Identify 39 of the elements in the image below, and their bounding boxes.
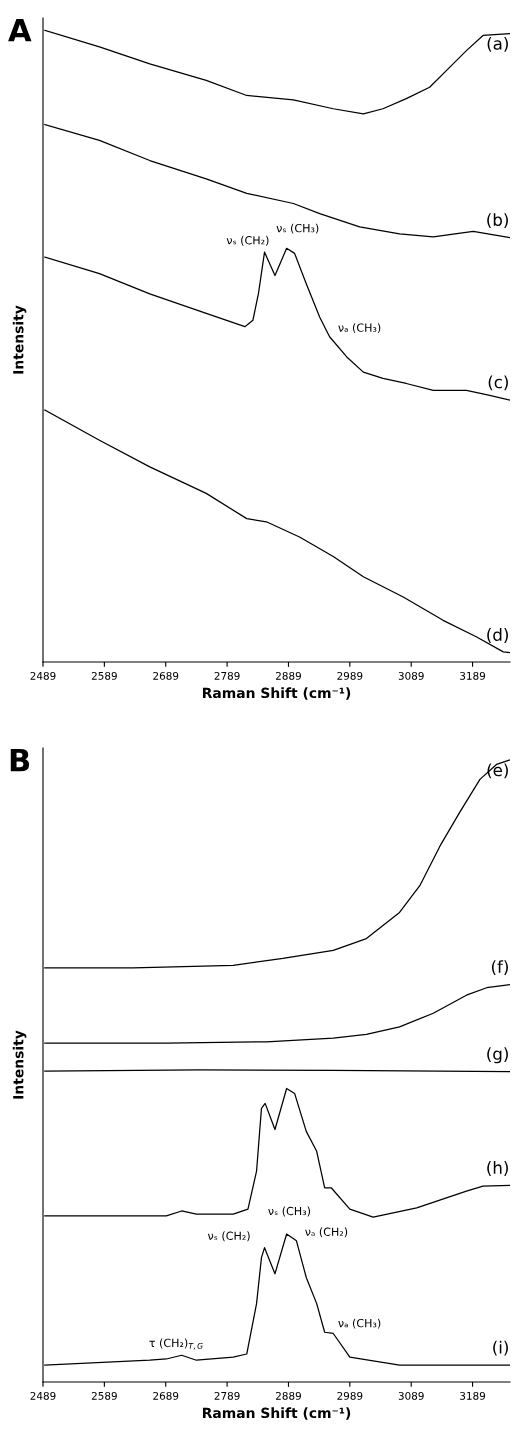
x-tick-label: 2489: [30, 1391, 56, 1400]
series-label: (e): [487, 763, 508, 779]
series-label: (a): [487, 36, 508, 52]
y-axis-title: Intensity: [12, 1030, 27, 1099]
series-label: (b): [487, 213, 508, 228]
series-label: (g): [487, 1047, 508, 1064]
x-tick-label: 3089: [398, 671, 424, 680]
annotation: νₐ (CH₂): [305, 1227, 348, 1238]
annotation: νₛ (CH₂): [226, 235, 269, 246]
annotation: νₛ (CH₃): [268, 1206, 311, 1217]
series-label: (h): [487, 1161, 508, 1176]
x-tick-label: 2989: [337, 1391, 363, 1400]
annotation: νₛ (CH₂): [207, 1231, 250, 1242]
annotation: τ (CH₂)$_{T,G}$: [149, 1338, 203, 1350]
y-axis-title: Intensity: [12, 305, 27, 374]
series-label: (i): [493, 1340, 508, 1356]
x-tick-label: 3189: [460, 1391, 486, 1400]
x-tick-label: 2589: [91, 1391, 117, 1400]
annotation: νₐ (CH₃): [338, 323, 381, 334]
annotation: νₐ (CH₃): [338, 1318, 381, 1329]
chart-title: B: [10, 748, 30, 772]
x-tick-label: 2589: [91, 671, 117, 680]
x-tick-label: 3089: [398, 1391, 424, 1400]
series-label: (f): [491, 960, 508, 976]
x-tick-label: 2689: [153, 1391, 179, 1400]
x-tick-label: 2989: [337, 671, 363, 680]
x-tick-label: 2889: [275, 671, 301, 680]
chart-title: A: [8, 18, 32, 42]
series-label: (d): [487, 628, 508, 643]
x-tick-label: 2489: [30, 671, 56, 680]
x-axis-title: Raman Shift (cm⁻¹): [202, 1407, 351, 1420]
x-tick-label: 3189: [460, 671, 486, 680]
x-tick-label: 2889: [275, 1391, 301, 1400]
x-tick-label: 2789: [214, 1391, 240, 1400]
annotation: νₛ (CH₃): [276, 223, 319, 234]
x-axis-title: Raman Shift (cm⁻¹): [202, 687, 351, 700]
series-label: (c): [488, 375, 508, 391]
x-tick-label: 2789: [214, 671, 240, 680]
x-tick-label: 2689: [153, 671, 179, 680]
